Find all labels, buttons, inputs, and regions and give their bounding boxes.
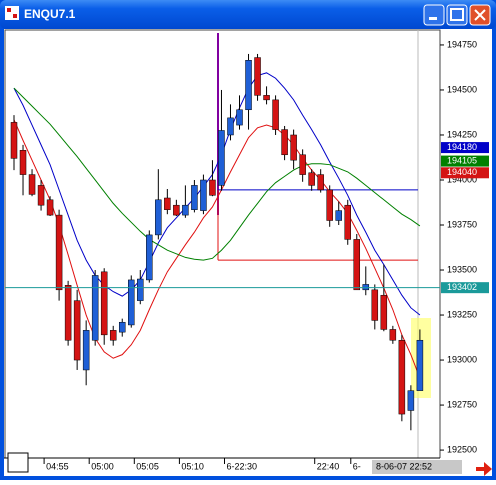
candle-body — [100, 271, 108, 336]
candle-body — [371, 289, 379, 321]
candle-body — [191, 185, 198, 210]
candle-body — [362, 284, 370, 291]
candle-body — [118, 321, 126, 333]
candle-body — [128, 279, 135, 326]
x-tick-label: 6- — [353, 461, 361, 471]
candle-body — [254, 57, 261, 96]
candle-body — [64, 285, 72, 341]
y-tick-label: 194500 — [447, 84, 477, 94]
moving-average — [13, 119, 421, 379]
candle-body — [182, 204, 189, 216]
candle-body — [308, 172, 315, 186]
y-tick-label: 194000 — [447, 174, 477, 184]
candle-body — [37, 185, 45, 206]
x-tick-label: 05:00 — [91, 461, 114, 471]
candle-body — [28, 174, 36, 195]
candle-body — [10, 122, 18, 159]
moving-average — [13, 72, 421, 316]
candle-body — [290, 134, 297, 161]
candle-body — [46, 199, 54, 216]
candle-body — [281, 129, 288, 156]
candle-body — [416, 339, 424, 391]
icon-part — [13, 14, 17, 18]
candle-body — [91, 275, 99, 341]
price-tag-label: 193402 — [447, 282, 477, 292]
candle-body — [344, 204, 351, 240]
x-tick-label: 6-22:30 — [227, 461, 258, 471]
candle-body — [19, 150, 27, 175]
x-tick-label: 8-06-07 22:52 — [376, 461, 432, 471]
window-title: ENQU7.1 — [24, 7, 76, 21]
candle-body — [137, 278, 144, 301]
candle-body — [389, 329, 397, 341]
y-tick-label: 194250 — [447, 129, 477, 139]
candle-body — [236, 109, 243, 126]
plot-area — [4, 29, 441, 459]
price-tag — [441, 167, 489, 179]
candle-body — [263, 95, 270, 101]
maximize-button[interactable] — [446, 4, 468, 26]
title-bar — [0, 0, 496, 29]
current-time-box — [372, 460, 462, 474]
candle-body — [218, 130, 225, 186]
candle-body — [73, 300, 81, 361]
price-tag-label: 194105 — [447, 155, 477, 165]
candle-body — [353, 239, 361, 291]
candle-body — [209, 179, 216, 196]
candle-body — [398, 339, 406, 415]
candle-body — [380, 294, 388, 330]
candle-body — [299, 154, 306, 175]
candle-body — [109, 330, 117, 341]
price-tag — [441, 282, 489, 294]
x-tick-label: 22:40 — [317, 461, 340, 471]
y-tick-label: 193250 — [447, 309, 477, 319]
price-tag — [441, 155, 489, 167]
price-tag-label: 194180 — [447, 142, 477, 152]
candle-body — [245, 59, 252, 111]
moving-average — [13, 87, 421, 261]
y-tick-label: 192750 — [447, 399, 477, 409]
y-tick-label: 192500 — [447, 444, 477, 454]
candle-body — [227, 117, 234, 136]
y-tick-label: 193000 — [447, 354, 477, 364]
scroll-arrow[interactable] — [476, 462, 492, 476]
candle-body — [146, 234, 153, 281]
candle-body — [173, 204, 180, 216]
candle-body — [164, 197, 171, 210]
candle-body — [200, 179, 207, 211]
candle-body — [55, 214, 63, 291]
minimize-button[interactable] — [423, 4, 445, 26]
candle-body — [335, 210, 342, 221]
candle-body — [272, 99, 279, 130]
price-tag-label: 194040 — [447, 167, 477, 177]
x-tick-label: 05:05 — [136, 461, 159, 471]
candle-body — [155, 199, 162, 236]
y-tick-label: 194750 — [447, 39, 477, 49]
candle-body — [326, 189, 333, 221]
y-tick-label: 193500 — [447, 264, 477, 274]
x-tick-label: 04:55 — [46, 461, 69, 471]
candle-body — [82, 330, 90, 371]
price-tag — [441, 142, 489, 154]
close-button[interactable] — [469, 4, 491, 26]
candle-body — [407, 390, 415, 411]
x-tick-label: 05:10 — [181, 461, 204, 471]
candle-body — [317, 174, 324, 191]
corner-box[interactable] — [7, 452, 29, 473]
icon-part — [7, 8, 11, 12]
x-axis-bar — [4, 458, 492, 476]
y-tick-label: 193750 — [447, 219, 477, 229]
